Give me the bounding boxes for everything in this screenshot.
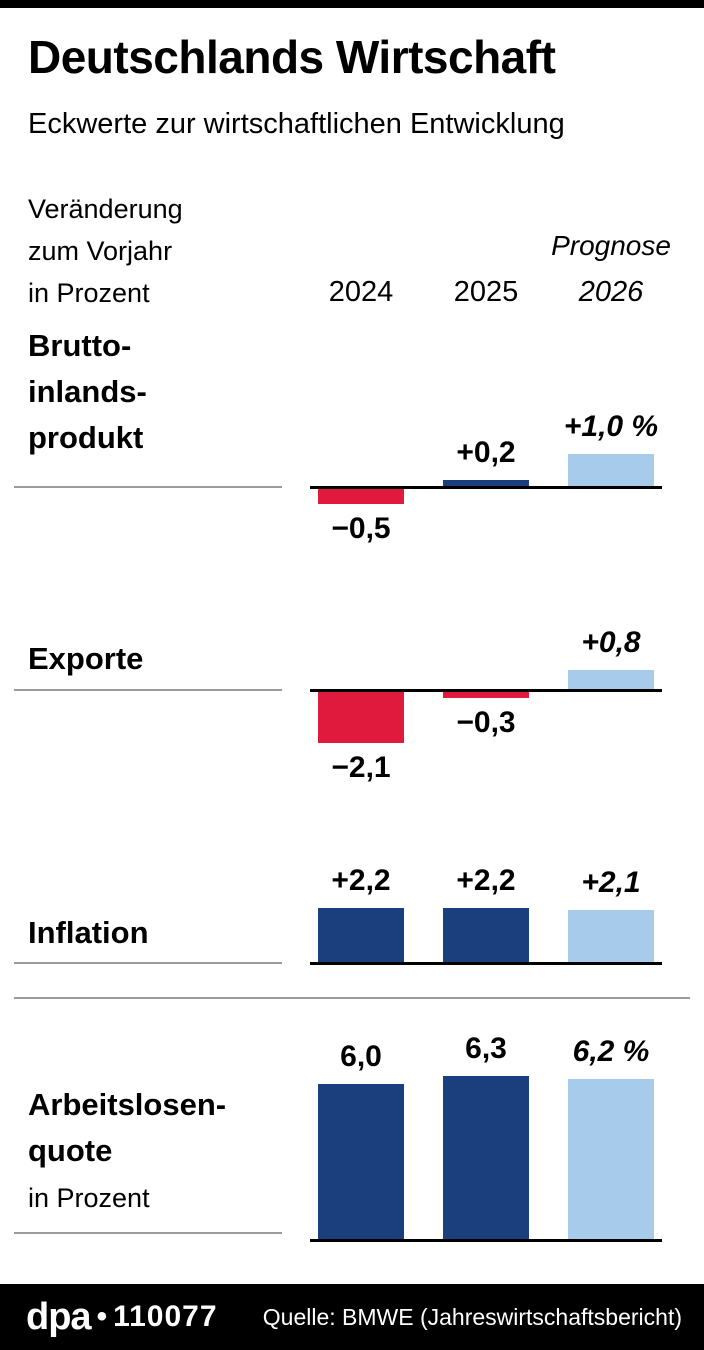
baseline-inflation [310,962,662,965]
bar-2024 [318,487,404,504]
column-header-2026: 2026 [578,276,644,308]
bar-value-label-2024: 6,0 [340,1040,382,1073]
baseline-exporte [310,689,662,692]
bar-value-label-2025: +0,2 [456,436,516,469]
axis-note-line-1: Veränderung [28,194,183,224]
bar-value-label-2024: −2,1 [331,751,391,784]
column-header-2024: 2024 [328,276,394,308]
axis-note-line-2: zum Vorjahr [28,236,173,266]
bar-2026 [568,670,654,690]
bar-value-label-2026: 6,2 % [572,1035,650,1068]
row-label-arbeitslosenquote: Arbeitslosen- quote [28,1082,226,1174]
source-credit: Quelle: BMWE (Jahreswirtschaftsbericht) [262,1303,682,1330]
axis-note: Veränderung zum Vorjahr in Prozent [28,188,183,314]
page-title: Deutschlands Wirtschaft [28,31,556,83]
rule-bip [14,486,282,488]
dpa-logo: dpa [26,1295,92,1338]
baseline-bip [310,486,662,489]
bar-2026 [568,1079,654,1240]
bar-2024 [318,908,404,963]
row-label-bip-line-3: produkt [28,420,144,455]
bar-value-label-2025: −0,3 [456,706,516,739]
rule-arbeitslosenquote [14,1232,282,1234]
bar-2026 [568,454,654,487]
bar-value-label-2024: +2,2 [331,864,391,897]
bar-2025 [443,908,529,963]
row-label-inflation-line-1: Inflation [28,915,149,950]
row-label-arbeitslosenquote-line-2: quote [28,1133,113,1168]
bar-2026 [568,910,654,963]
top-accent-bar [0,0,704,8]
prognose-label: Prognose [551,230,671,261]
footer-bullet: • [96,1300,108,1333]
row-label-exporte: Exporte [28,636,143,682]
page-subtitle: Eckwerte zur wirtschaftlichen Entwicklun… [28,108,565,140]
row-label-exporte-line-1: Exporte [28,641,144,676]
baseline-arbeitslosenquote [310,1239,662,1242]
column-header-2025: 2025 [453,276,519,308]
row-label-bip-line-1: Brutto- [28,328,132,363]
rule-exporte [14,689,282,691]
footer-bar: dpa • 110077 Quelle: BMWE (Jahreswirtsch… [0,1284,704,1350]
row-sublabel-in-prozent: in Prozent [28,1183,150,1213]
bar-2025 [443,480,529,487]
bar-2025 [443,690,529,698]
bar-value-label-2024: −0,5 [331,512,391,545]
section-divider [14,997,690,999]
row-label-bip: Brutto- inlands- produkt [28,323,147,461]
bar-value-label-2026: +0,8 [581,626,641,659]
row-label-arbeitslosenquote-line-1: Arbeitslosen- [28,1087,227,1122]
graphic-id: 110077 [113,1300,218,1333]
rule-inflation [14,962,282,964]
bar-2024 [318,690,404,743]
footer-credit: dpa • 110077 [26,1284,218,1350]
bar-value-label-2025: 6,3 [465,1032,507,1065]
row-label-inflation: Inflation [28,910,149,956]
bar-value-label-2025: +2,2 [456,864,516,897]
axis-note-line-3: in Prozent [28,278,150,308]
row-label-bip-line-2: inlands- [28,374,147,409]
bar-value-label-2026: +2,1 [581,866,641,899]
bar-2024 [318,1084,404,1240]
bar-2025 [443,1076,529,1240]
bar-value-label-2026: +1,0 % [563,410,659,443]
